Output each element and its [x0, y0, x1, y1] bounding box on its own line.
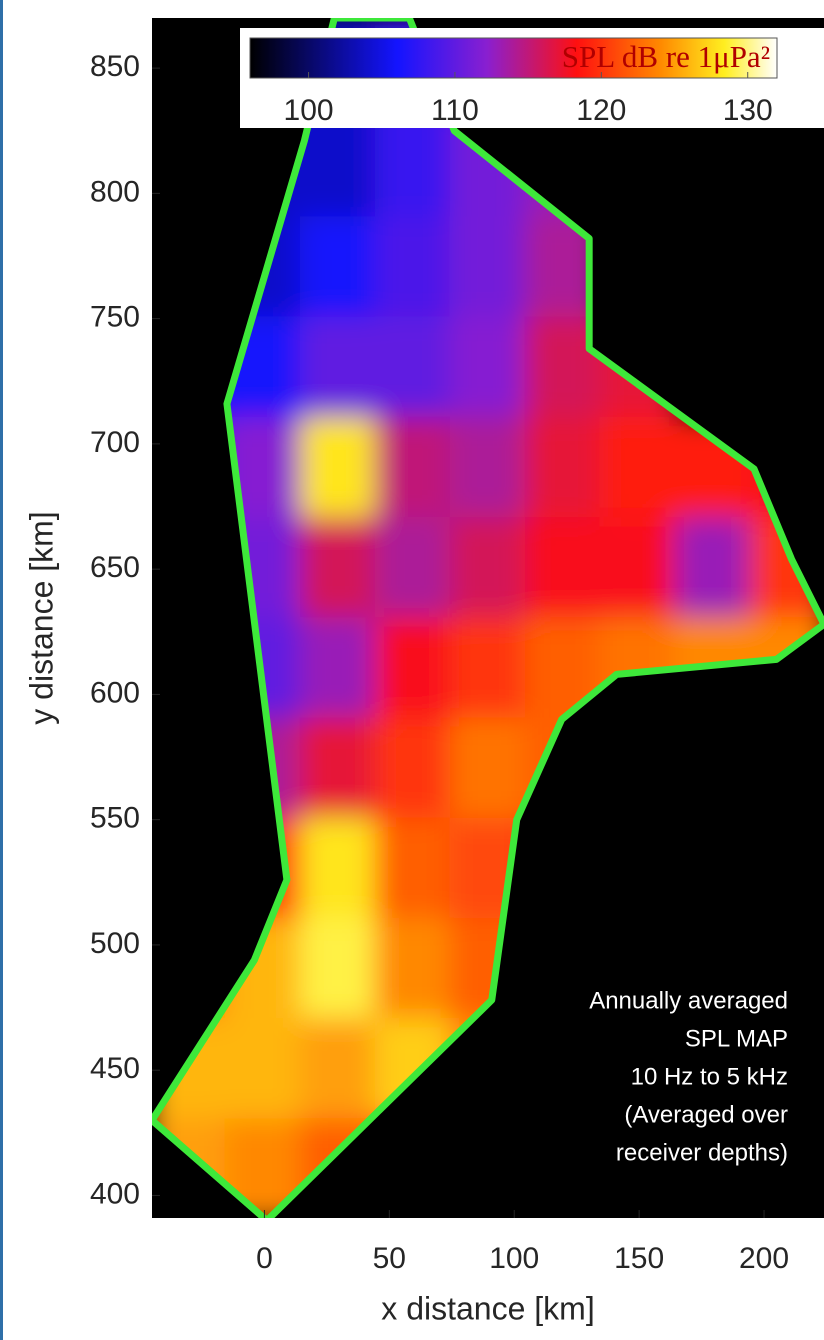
heatmap-cell	[299, 717, 379, 822]
x-tick-label: 0	[256, 1242, 273, 1275]
side-border	[0, 0, 3, 1340]
annotation-line: 10 Hz to 5 kHz	[631, 1063, 788, 1090]
annotation-line: Annually averaged	[589, 987, 788, 1014]
annotation-line: SPL MAP	[685, 1025, 788, 1052]
annotation: Annually averaged SPL MAP 10 Hz to 5 kHz (A…	[589, 987, 788, 1166]
y-tick-label: 600	[90, 676, 140, 709]
x-tick-label: 150	[614, 1242, 664, 1275]
heatmap-cell	[449, 517, 529, 622]
y-tick-label: 550	[90, 802, 140, 835]
y-axis-label: y distance [km]	[23, 511, 59, 724]
heatmap-cell	[374, 316, 454, 421]
x-axis-label: x distance [km]	[381, 1290, 594, 1326]
heatmap-cell	[374, 416, 454, 522]
heatmap-cell	[449, 316, 529, 421]
heatmap-cell	[299, 1018, 379, 1123]
x-tick-label: 200	[739, 1242, 789, 1275]
heatmap-cell	[299, 416, 379, 522]
heatmap-cell	[374, 917, 454, 1023]
heatmap-cell	[374, 216, 454, 321]
heatmap-cell	[449, 216, 529, 321]
heatmap-cell	[599, 416, 679, 522]
colorbar-tick-label: 130	[723, 94, 773, 127]
heatmap-cell	[374, 817, 454, 922]
y-tick-label: 700	[90, 426, 140, 459]
boundary-line	[152, 18, 824, 1218]
heatmap-cell	[299, 917, 379, 1023]
y-tick-label: 800	[90, 175, 140, 208]
annotation-line: (Averaged over	[624, 1101, 788, 1128]
y-tick-label: 400	[90, 1177, 140, 1210]
heatmap-cell	[299, 817, 379, 922]
y-tick-label: 450	[90, 1052, 140, 1085]
heatmap-cell	[299, 116, 379, 221]
y-tick-label: 850	[90, 50, 140, 83]
colorbar: SPL dB re 1μPa² 100 110 120 130	[240, 28, 824, 128]
y-tick-label: 650	[90, 551, 140, 584]
heatmap-cell	[299, 216, 379, 321]
colorbar-label: SPL dB re 1μPa²	[562, 39, 770, 74]
heatmap-cell	[299, 617, 379, 722]
heatmap-cell	[374, 517, 454, 622]
heatmap-cell	[674, 517, 754, 622]
y-tick-label: 500	[90, 927, 140, 960]
heatmap-cell	[524, 416, 604, 522]
colorbar-tick-label: 110	[431, 94, 479, 127]
colorbar-tick-label: 120	[576, 94, 626, 127]
heatmap-cell	[524, 517, 604, 622]
heatmap-cell	[599, 517, 679, 622]
colorbar-tick-label: 100	[284, 94, 334, 127]
heatmap-cell	[374, 617, 454, 722]
x-tick-label: 50	[373, 1242, 406, 1275]
heatmap-cell	[224, 1018, 304, 1123]
heatmap-cell	[299, 517, 379, 622]
y-tick-label: 750	[90, 301, 140, 334]
heatmap-cell	[374, 717, 454, 822]
heatmap-cell	[449, 617, 529, 722]
annotation-line: receiver depths)	[616, 1139, 788, 1166]
heatmap-cell	[449, 717, 529, 822]
heatmap-cell	[374, 116, 454, 221]
x-tick-label: 100	[489, 1242, 539, 1275]
heatmap-cell	[449, 416, 529, 522]
colorbar-gradient	[249, 37, 778, 79]
heatmap-cell	[299, 316, 379, 421]
